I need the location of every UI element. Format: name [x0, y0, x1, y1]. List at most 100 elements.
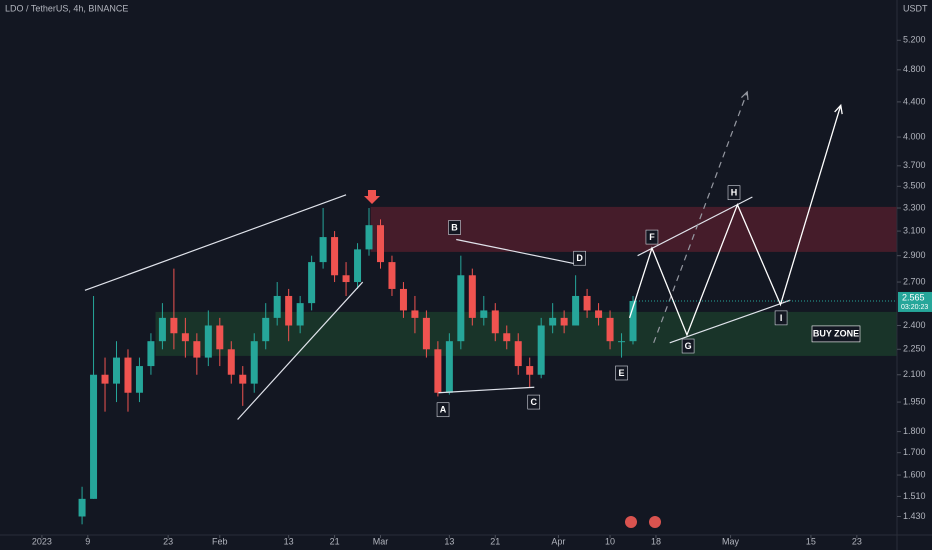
x-tick-label: May [722, 536, 740, 546]
candle-body [388, 262, 396, 289]
candle-body [376, 225, 384, 263]
y-unit: USDT [903, 3, 928, 13]
annotation-label: H [731, 188, 738, 198]
y-tick-label: 2.700 [903, 276, 926, 286]
candle-body [158, 317, 166, 342]
x-tick-label: Apr [551, 536, 565, 546]
candle-body [560, 317, 568, 326]
y-tick-label: 1.800 [903, 426, 926, 436]
x-tick-label: 18 [651, 536, 661, 546]
candle-body [331, 237, 339, 276]
countdown: 03:20:23 [901, 304, 928, 311]
y-tick-label: 3.500 [903, 181, 926, 191]
trendline [456, 238, 580, 266]
trendline [637, 196, 753, 257]
trendline [438, 386, 535, 394]
annotation-box [681, 338, 695, 354]
annotation-label: F [649, 232, 655, 242]
candle-body [90, 374, 98, 499]
x-tick-label: 2023 [32, 536, 52, 546]
candle-body [618, 341, 626, 343]
annotation-box [527, 394, 541, 410]
y-tick-label: 4.000 [903, 131, 926, 141]
candle-body [411, 310, 419, 318]
candle-body [399, 288, 407, 311]
candle-body [342, 275, 350, 283]
candle-body [549, 317, 557, 326]
annotation-box [645, 229, 659, 245]
candle-body [193, 341, 201, 358]
trendline [669, 299, 791, 344]
candle-body [354, 249, 362, 283]
x-tick-label: 13 [284, 536, 294, 546]
candle-body [595, 310, 603, 318]
x-tick-label: 13 [444, 536, 454, 546]
marker-arrow [364, 190, 380, 204]
candle-body [285, 295, 293, 326]
x-tick-label: 23 [852, 536, 862, 546]
trendline [237, 281, 364, 420]
candle-body [629, 300, 637, 342]
x-tick-label: 15 [806, 536, 816, 546]
annotation-box [727, 185, 741, 200]
candle-body [135, 366, 143, 393]
y-tick-label: 3.700 [903, 160, 926, 170]
trendline [84, 194, 347, 291]
candle-body [572, 295, 580, 326]
y-tick-label: 1.700 [903, 447, 926, 457]
zone-label-box [811, 325, 861, 343]
y-tick-label: 1.430 [903, 511, 926, 521]
candle-body [468, 275, 476, 318]
y-tick-label: 5.200 [903, 35, 926, 45]
candle-body [239, 374, 247, 384]
candle-body [147, 341, 155, 367]
candle-body [319, 237, 327, 263]
zone [155, 311, 898, 356]
x-tick-label: 10 [605, 536, 615, 546]
y-tick-label: 4.400 [903, 96, 926, 106]
candle-body [457, 275, 465, 342]
y-tick-label: 3.300 [903, 202, 926, 212]
x-tick-label: Feb [212, 536, 228, 546]
annotation-box [573, 250, 586, 266]
y-tick-label: 2.900 [903, 250, 926, 260]
candle-body [308, 262, 316, 304]
event-icon [625, 516, 637, 528]
annotation-label: C [530, 397, 537, 407]
candle-body [526, 366, 534, 375]
candle-body [204, 325, 212, 358]
candle-body [365, 225, 373, 250]
y-tick-label: 2.100 [903, 369, 926, 379]
annotation-box [436, 402, 450, 418]
candle-body [445, 341, 453, 393]
projection-path [628, 105, 842, 337]
candle-body [181, 333, 189, 342]
plot-area: BUY ZONE A B C D E F G H I [78, 90, 898, 525]
candle-body [537, 325, 545, 375]
candle-body [227, 349, 235, 375]
candle-body [296, 303, 304, 326]
y-tick-label: 1.600 [903, 469, 926, 479]
candle-body [583, 295, 591, 311]
y-tick-label: 2.250 [903, 344, 926, 354]
annotation-box [774, 310, 788, 326]
x-tick-label: 21 [490, 536, 500, 546]
x-tick-label: Mar [373, 536, 389, 546]
candle-body [491, 310, 499, 334]
event-icon [649, 516, 661, 528]
y-tick-label: 1.510 [903, 491, 926, 501]
candle-body [480, 310, 488, 318]
candle-body [606, 317, 614, 342]
zone-label: BUY ZONE [813, 328, 859, 338]
annotation-box [448, 220, 461, 235]
y-tick-label: 4.800 [903, 64, 926, 74]
annotation-label: B [451, 222, 458, 232]
candle-body [503, 333, 511, 342]
arrow-head [834, 103, 843, 115]
candle-body [422, 317, 430, 350]
y-tick-label: 1.950 [903, 396, 926, 406]
candle-body [124, 357, 132, 393]
candle-body [101, 374, 109, 384]
